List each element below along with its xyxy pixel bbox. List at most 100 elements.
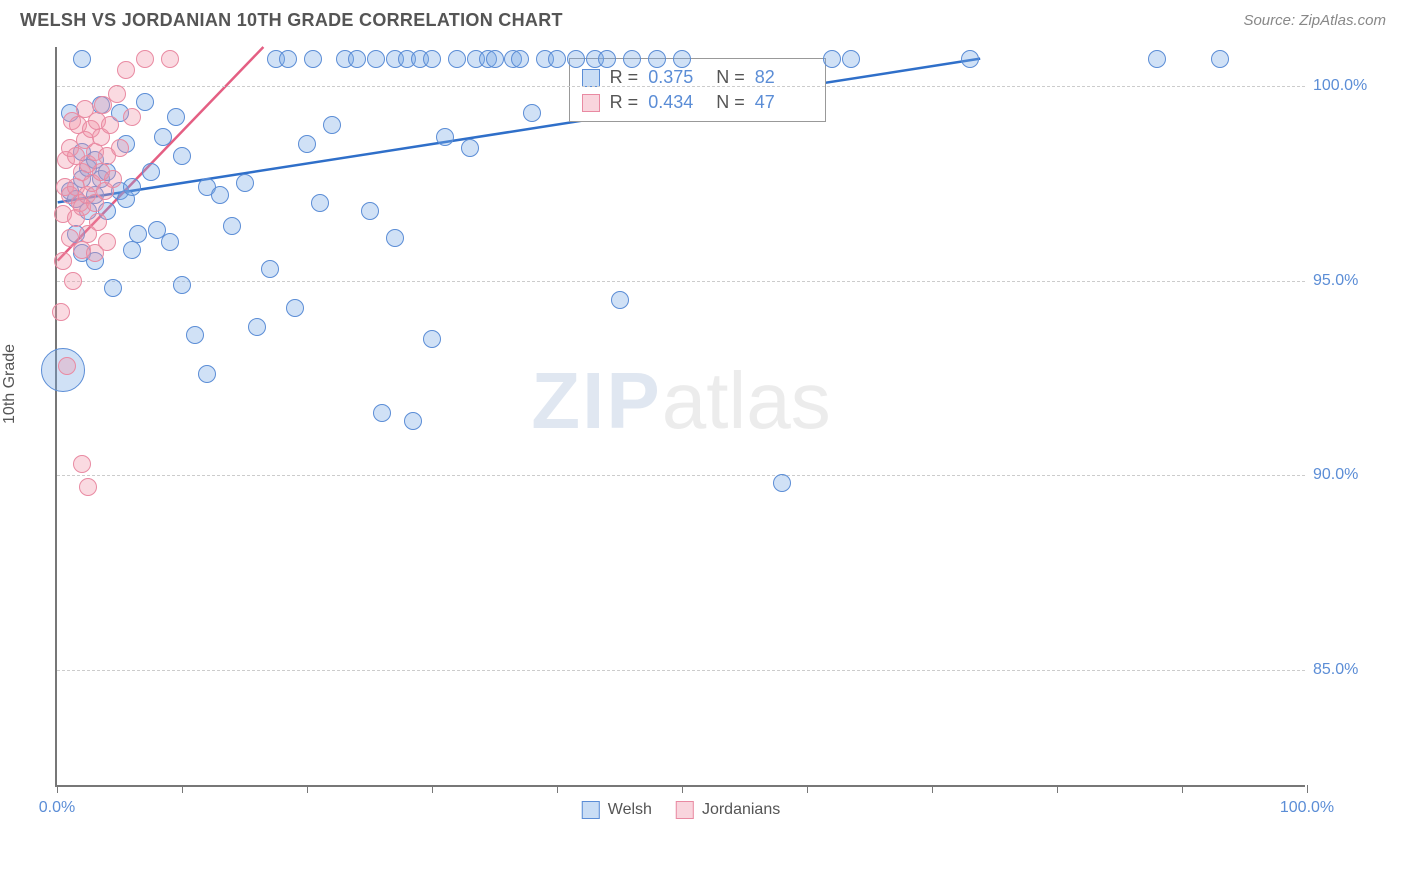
scatter-point [211,186,229,204]
legend-item: Welsh [582,801,652,819]
scatter-point [404,412,422,430]
scatter-point [236,174,254,192]
stat-label: N = [716,67,745,88]
scatter-point [448,50,466,68]
x-tick-mark [432,785,433,793]
scatter-point [367,50,385,68]
scatter-point [198,365,216,383]
x-tick-mark [807,785,808,793]
scatter-point [311,194,329,212]
stat-label: N = [716,92,745,113]
y-tick-label: 95.0% [1313,272,1383,290]
scatter-point [373,404,391,422]
scatter-point [104,279,122,297]
scatter-point [154,128,172,146]
scatter-point [523,104,541,122]
x-tick-mark [1182,785,1183,793]
scatter-point [223,217,241,235]
watermark-atlas: atlas [662,356,831,445]
legend-label: Jordanians [702,801,780,819]
scatter-point [961,50,979,68]
gridline-h [57,281,1305,282]
scatter-point [361,202,379,220]
scatter-point [673,50,691,68]
gridline-h [57,86,1305,87]
watermark-zip: ZIP [531,356,661,445]
source-label: Source: ZipAtlas.com [1243,12,1386,29]
stat-row: R = 0.434 N = 47 [582,90,813,115]
chart-title: WELSH VS JORDANIAN 10TH GRADE CORRELATIO… [20,10,563,31]
scatter-point [423,330,441,348]
plot-area: ZIPatlas R =0.375N =82R =0.434N =47 Wels… [55,47,1305,787]
scatter-point [461,139,479,157]
scatter-point [161,50,179,68]
scatter-point [108,85,126,103]
gridline-h [57,670,1305,671]
scatter-point [111,139,129,157]
scatter-point [486,50,504,68]
scatter-point [73,50,91,68]
scatter-point [248,318,266,336]
x-tick-label: 0.0% [39,799,75,817]
scatter-point [73,455,91,473]
stat-label: R = [610,92,639,113]
stat-label: R = [610,67,639,88]
scatter-point [436,128,454,146]
scatter-point [842,50,860,68]
scatter-point [167,108,185,126]
legend-item: Jordanians [676,801,780,819]
chart-wrap: 10th Grade ZIPatlas R =0.375N =82R =0.43… [0,37,1406,857]
x-tick-mark [682,785,683,793]
x-tick-mark [932,785,933,793]
stat-n-value: 47 [755,92,813,113]
scatter-point [186,326,204,344]
stat-r-value: 0.434 [648,92,706,113]
scatter-point [101,116,119,134]
scatter-point [129,225,147,243]
legend-swatch-icon [582,801,600,819]
chart-header: WELSH VS JORDANIAN 10TH GRADE CORRELATIO… [0,0,1406,37]
y-tick-label: 100.0% [1313,77,1383,95]
scatter-point [773,474,791,492]
scatter-point [123,178,141,196]
scatter-point [64,272,82,290]
scatter-point [54,252,72,270]
scatter-point [123,108,141,126]
x-tick-mark [557,785,558,793]
scatter-point [104,170,122,188]
scatter-point [423,50,441,68]
legend-swatch-icon [676,801,694,819]
legend-swatch-icon [582,69,600,87]
scatter-point [52,303,70,321]
scatter-point [261,260,279,278]
scatter-point [623,50,641,68]
scatter-point [136,93,154,111]
scatter-point [98,233,116,251]
x-tick-mark [182,785,183,793]
scatter-point [173,276,191,294]
scatter-point [567,50,585,68]
trend-line [58,59,981,203]
legend-swatch-icon [582,94,600,112]
scatter-point [1211,50,1229,68]
legend: Welsh Jordanians [582,801,780,819]
scatter-point [136,50,154,68]
scatter-point [323,116,341,134]
trend-lines [57,47,1305,785]
scatter-point [648,50,666,68]
scatter-point [286,299,304,317]
x-tick-mark [1057,785,1058,793]
scatter-point [598,50,616,68]
scatter-point [117,61,135,79]
scatter-point [611,291,629,309]
legend-label: Welsh [608,801,652,819]
y-tick-label: 90.0% [1313,466,1383,484]
scatter-point [89,213,107,231]
stat-r-value: 0.375 [648,67,706,88]
watermark: ZIPatlas [531,355,830,447]
scatter-point [548,50,566,68]
scatter-point [304,50,322,68]
gridline-h [57,475,1305,476]
y-tick-label: 85.0% [1313,661,1383,679]
x-tick-label: 100.0% [1280,799,1334,817]
